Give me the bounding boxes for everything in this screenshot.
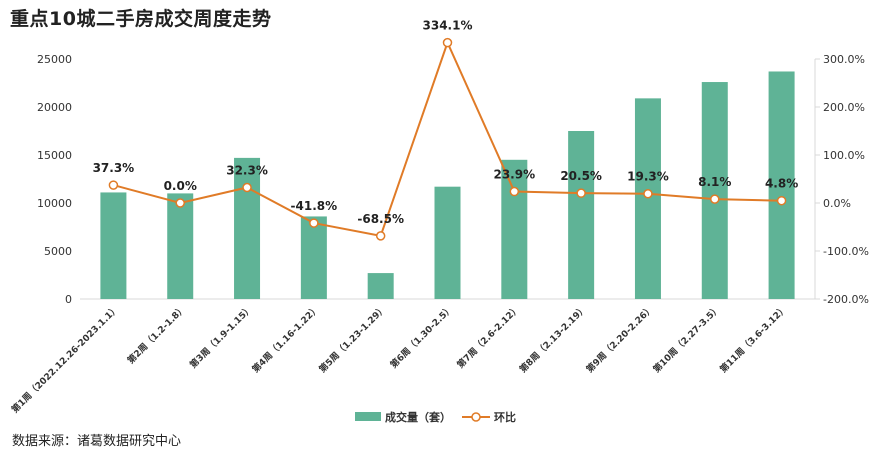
category-label: 第8周（2.13-2.19） [517,303,589,375]
source-note: 数据来源：诸葛数据研究中心 [12,434,182,449]
bar [768,71,795,299]
right-axis-tick-label: -200.0% [823,293,869,306]
bar [434,186,461,299]
line-point [710,194,720,204]
bar [100,192,127,299]
legend-bar-swatch [355,412,381,421]
line-point [108,180,119,190]
line-point [242,182,252,193]
data-labels: 37.3% 0.0% 32.3% -41.8% -68.5% 334.1% 23.9% 20.… [93,19,799,226]
legend: 成交量（套） 环比 [355,410,516,424]
left-axis-tick-label: 25000 [37,53,72,66]
left-axis-tick-label: 5000 [44,245,72,258]
data-label: 19.3% [627,170,669,184]
category-label: 第4周（1.16-1.22） [250,303,322,375]
right-axis-tick-label: 200.0% [823,101,865,114]
legend-line-label: 环比 [494,410,516,424]
bar [167,193,194,299]
category-label: 第9周（2.20-2.26） [584,303,656,375]
data-label: 32.3% [226,163,268,177]
bar [300,216,327,299]
bar [701,82,728,299]
bar-series [100,71,795,299]
line-point [776,195,787,206]
data-label: -68.5% [357,212,404,226]
right-axis-tick-label: 100.0% [823,149,865,162]
category-label: 第3周（1.9-1.15） [187,303,255,371]
category-label: 第7周（2.6-2.12） [454,303,522,371]
data-label: 0.0% [164,179,197,193]
line-point [509,186,520,197]
category-label: 第5周（1.23-1.29） [316,303,388,375]
chart-axes: 0 5000 10000 15000 20000 25000 -200.0% -100.0% 0… [37,53,869,306]
data-label: 37.3% [93,161,135,175]
category-label: 第10周（2.27-3.5） [650,303,722,375]
data-label: 8.1% [698,175,731,189]
bar [634,98,661,299]
legend-line-marker [471,412,481,422]
left-axis-tick-label: 20000 [37,101,72,114]
bar [234,157,261,299]
right-axis-tick-label: 300.0% [823,53,865,66]
category-label: 第6周（1.30-2.5） [388,303,456,371]
category-label: 第11周（3.6-3.12） [717,303,789,375]
data-label: -41.8% [291,199,338,213]
left-axis-tick-label: 0 [65,293,72,306]
line-point [643,188,653,199]
right-axis-tick-label: -100.0% [823,245,869,258]
data-label: 334.1% [423,19,473,33]
line-point [576,188,586,198]
line-point [375,231,386,241]
data-label: 23.9% [493,168,535,182]
line-point [309,218,319,228]
data-label: 4.8% [765,177,798,191]
right-axis-tick-label: 0.0% [823,197,851,210]
data-label: 20.5% [560,169,602,183]
left-axis-tick-label: 15000 [37,149,72,162]
bar [568,131,595,299]
line-point [175,198,185,208]
category-label: 第2周（1.2-1.8） [125,303,189,367]
chart-title: 重点10城二手房成交周度走势 [10,8,272,30]
bar [501,159,528,299]
category-label: 第1周（2022.12.26-2023.1.1） [9,303,122,416]
line-series [108,37,787,241]
category-labels: 第1周（2022.12.26-2023.1.1） 第2周（1.2-1.8） 第3周（… [9,303,790,416]
line-point [442,37,453,48]
bar [367,273,394,299]
legend-bar-label: 成交量（套） [385,410,451,424]
left-axis-tick-label: 10000 [37,197,72,210]
